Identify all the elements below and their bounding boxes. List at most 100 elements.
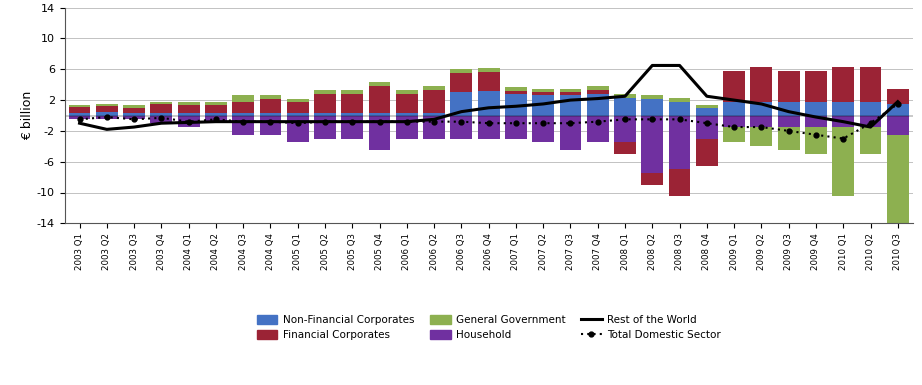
Bar [723,127,745,142]
Bar [423,90,445,113]
Bar [505,87,526,91]
Bar [124,108,145,113]
Bar [341,116,363,139]
Bar [887,104,909,115]
Bar [205,102,227,105]
Bar [560,116,582,150]
Bar [451,73,472,92]
Bar [124,116,145,119]
Bar [642,99,663,116]
Bar [805,116,827,127]
Bar [532,92,554,95]
Bar [560,95,582,116]
Bar [614,98,636,116]
Bar [260,95,281,99]
Bar [68,113,90,116]
Bar [751,116,773,127]
Bar [451,92,472,115]
Bar [451,116,472,139]
Bar [586,86,609,90]
Bar [341,113,363,116]
Bar [369,116,391,150]
Bar [805,71,827,102]
Bar [505,91,526,94]
Bar [859,116,881,127]
Bar [423,113,445,116]
Bar [396,113,418,116]
Bar [642,173,663,185]
Bar [614,116,636,142]
Bar [314,116,336,139]
Bar [287,102,309,113]
Bar [478,68,500,72]
Bar [150,113,172,116]
Bar [205,113,227,116]
Bar [778,102,799,115]
Bar [586,90,609,94]
Bar [314,113,336,116]
Bar [833,116,854,127]
Bar [96,112,118,115]
Bar [68,107,90,113]
Bar [560,92,582,95]
Bar [369,86,391,113]
Bar [150,102,172,104]
Bar [124,105,145,108]
Bar [723,102,745,115]
Bar [96,106,118,112]
Bar [396,94,418,113]
Bar [287,99,309,102]
Bar [478,72,500,91]
Bar [150,116,172,123]
Bar [614,94,636,98]
Bar [369,82,391,86]
Bar [287,113,309,116]
Bar [642,95,663,99]
Bar [887,89,909,104]
Bar [341,94,363,113]
Bar [696,116,717,139]
Bar [423,116,445,139]
Bar [833,127,854,196]
Bar [778,71,799,102]
Bar [751,102,773,115]
Bar [642,116,663,173]
Bar [124,113,145,116]
Bar [887,135,909,231]
Bar [833,67,854,102]
Bar [478,91,500,116]
Bar [396,116,418,139]
Legend: Non-Financial Corporates, Financial Corporates, General Government, Household, R: Non-Financial Corporates, Financial Corp… [253,310,725,345]
Bar [723,71,745,102]
Bar [668,102,691,115]
Bar [396,90,418,94]
Bar [205,105,227,113]
Bar [341,90,363,94]
Bar [696,139,717,166]
Bar [260,116,281,135]
Bar [68,105,90,107]
Bar [668,98,691,102]
Bar [260,113,281,116]
Bar [805,127,827,154]
Bar [451,69,472,73]
Bar [805,102,827,115]
Bar [532,116,554,142]
Y-axis label: € billion: € billion [21,91,34,140]
Bar [205,116,227,123]
Bar [778,116,799,127]
Bar [778,127,799,150]
Bar [369,113,391,116]
Bar [150,104,172,113]
Bar [260,99,281,113]
Bar [505,94,526,116]
Bar [668,169,691,196]
Bar [696,105,717,108]
Bar [668,116,691,169]
Bar [96,104,118,106]
Bar [478,116,500,139]
Bar [178,105,199,113]
Bar [314,94,336,113]
Bar [178,113,199,116]
Bar [859,67,881,102]
